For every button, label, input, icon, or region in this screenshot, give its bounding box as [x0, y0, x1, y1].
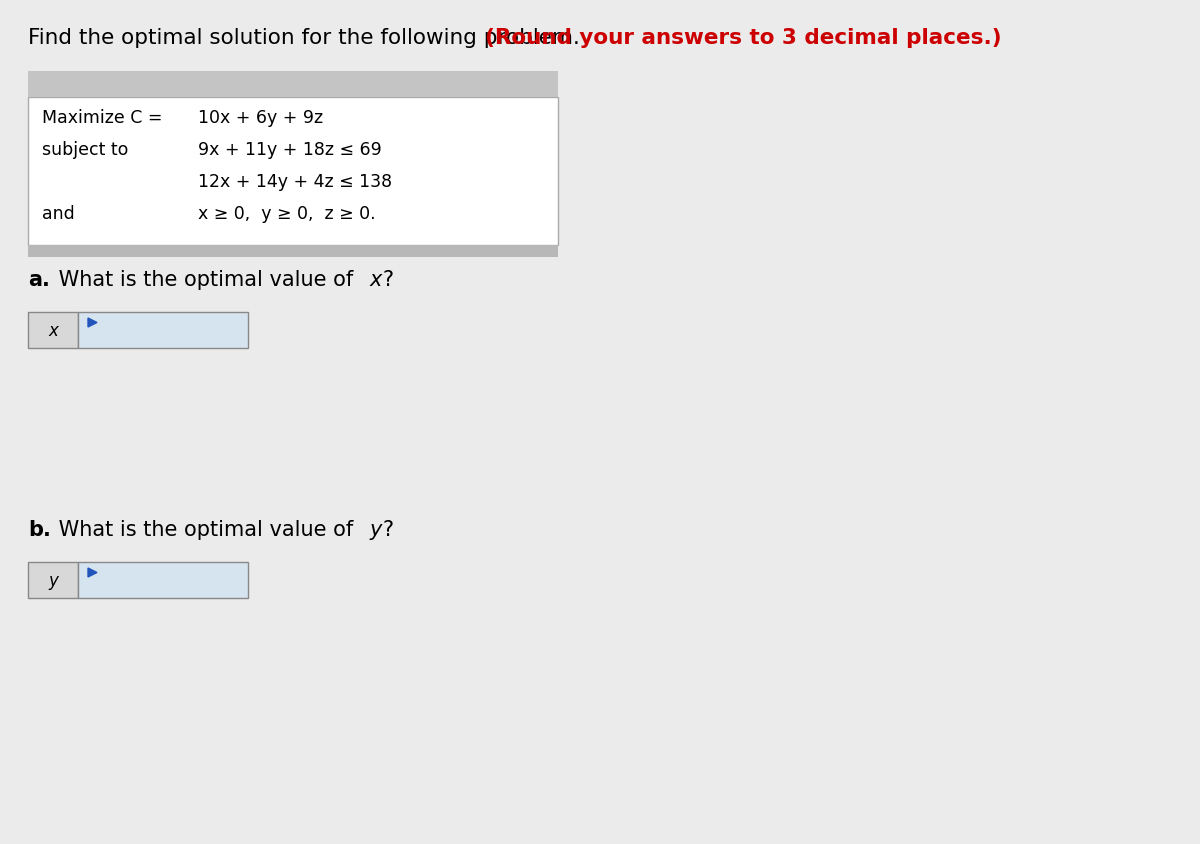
Text: ?: ? [383, 519, 394, 539]
Text: 12x + 14y + 4z ≤ 138: 12x + 14y + 4z ≤ 138 [198, 173, 392, 191]
Bar [78, 562, 248, 598]
Bar [28, 98, 558, 246]
Bar [28, 246, 558, 257]
Polygon shape [88, 568, 97, 577]
Text: 10x + 6y + 9z: 10x + 6y + 9z [198, 109, 323, 127]
Text: x: x [370, 270, 383, 289]
Text: What is the optimal value of: What is the optimal value of [52, 270, 360, 289]
Text: Maximize C =: Maximize C = [42, 109, 162, 127]
Text: b.: b. [28, 519, 50, 539]
Bar [28, 72, 558, 98]
Bar [28, 562, 78, 598]
Text: ?: ? [383, 270, 394, 289]
Text: Find the optimal solution for the following problem.: Find the optimal solution for the follow… [28, 28, 587, 48]
Text: What is the optimal value of: What is the optimal value of [52, 519, 360, 539]
Bar [78, 312, 248, 349]
Text: subject to: subject to [42, 141, 128, 159]
Text: x: x [48, 322, 58, 339]
Text: (Round your answers to 3 decimal places.): (Round your answers to 3 decimal places.… [485, 28, 1002, 48]
Polygon shape [88, 319, 97, 327]
Bar [28, 312, 78, 349]
Text: y: y [48, 571, 58, 589]
Text: x ≥ 0,  y ≥ 0,  z ≥ 0.: x ≥ 0, y ≥ 0, z ≥ 0. [198, 205, 376, 223]
Text: y: y [370, 519, 383, 539]
Text: 9x + 11y + 18z ≤ 69: 9x + 11y + 18z ≤ 69 [198, 141, 382, 159]
Text: and: and [42, 205, 74, 223]
Text: a.: a. [28, 270, 50, 289]
